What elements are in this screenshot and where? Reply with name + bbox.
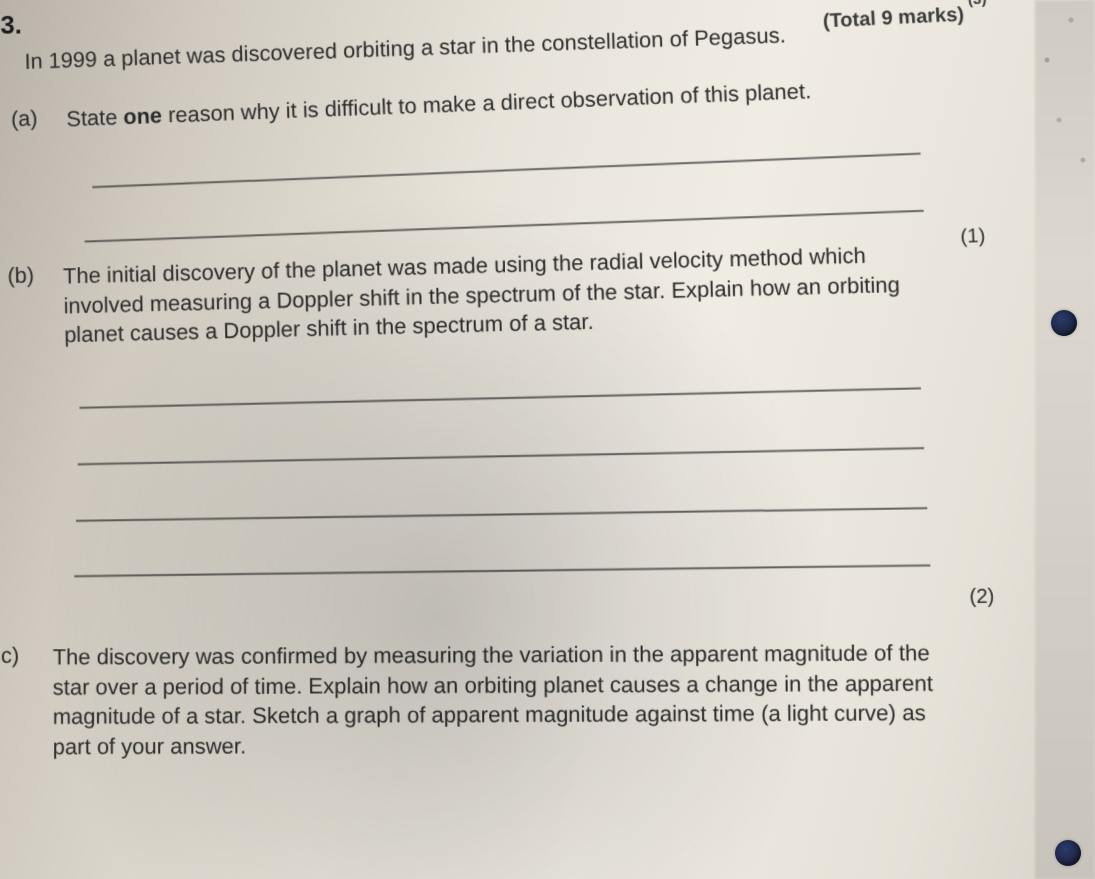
part-a-mark: (1)	[960, 225, 985, 249]
previous-part-mark: (3)	[967, 0, 986, 8]
punch-hole-icon	[1051, 310, 1077, 336]
answer-line	[76, 507, 927, 522]
photo-speckle	[1035, 0, 1095, 200]
answer-line	[74, 564, 930, 577]
part-a: (a) State one reason why it is difficult…	[11, 71, 949, 136]
part-a-text-pre: State	[66, 104, 124, 131]
answer-line	[92, 153, 920, 189]
exam-page: 3. (3) (Total 9 marks) In 1999 a planet …	[0, 0, 1054, 879]
part-a-text-post: reason why it is difficult to make a dir…	[162, 78, 812, 127]
part-c-label: c)	[1, 642, 47, 668]
prev-mark-value: (3)	[967, 0, 986, 8]
part-b: (b) The initial discovery of the planet …	[7, 239, 929, 351]
answer-line	[85, 210, 924, 243]
answer-line	[79, 387, 921, 408]
part-a-label: (a)	[11, 105, 57, 132]
part-a-text-bold: one	[123, 103, 163, 129]
part-b-text: The initial discovery of the planet was …	[63, 239, 929, 350]
part-b-mark: (2)	[969, 586, 994, 610]
part-c: c) The discovery was confirmed by measur…	[3, 638, 950, 762]
question-number: 3.	[0, 10, 22, 41]
punch-hole-icon	[1055, 840, 1081, 866]
answer-line	[78, 447, 924, 465]
part-c-text: The discovery was confirmed by measuring…	[53, 638, 950, 762]
question-intro: In 1999 a planet was discovered orbiting…	[24, 19, 901, 75]
part-b-label: (b)	[7, 262, 53, 289]
part-a-text: State one reason why it is difficult to …	[66, 71, 948, 134]
